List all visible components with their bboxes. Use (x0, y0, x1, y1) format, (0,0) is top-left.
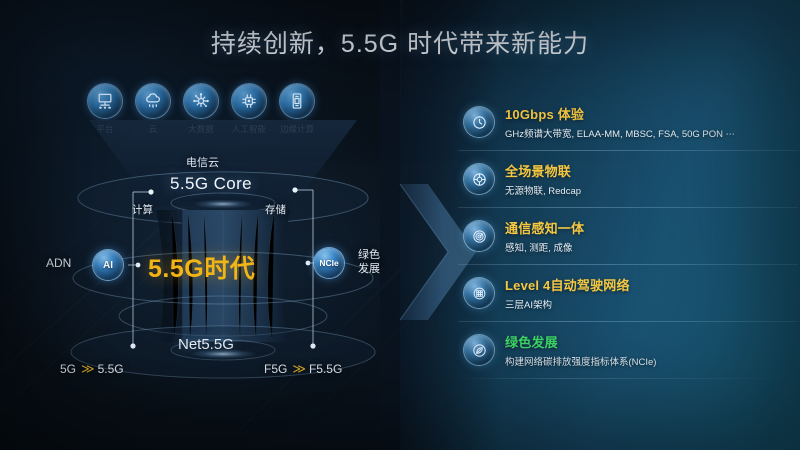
feature-row-green-development[interactable]: 绿色发展 构建网络碳排放强度指标体系(NCIe) (458, 321, 798, 379)
chevron-right-icon: ≫ (292, 361, 306, 376)
feature-subtitle: 构建网络碳排放强度指标体系(NCIe) (505, 357, 657, 368)
big-data-network-icon (184, 84, 218, 118)
net-label: Net5.5G (178, 336, 234, 353)
speed-gauge-icon (464, 107, 494, 137)
feature-title: 全场景物联 (505, 164, 572, 179)
adn-label: ADN (46, 256, 72, 270)
transition-arrow-right (399, 183, 476, 321)
sensing-radar-icon (464, 221, 494, 251)
edge-device-icon (280, 84, 314, 118)
ncie-badge[interactable]: NCIe (314, 248, 344, 278)
feature-row-10gbps[interactable]: 10Gbps 体验 GHz频谱大带宽, ELAA-MM, MBSC, FSA, … (458, 94, 798, 151)
evolution-f5g-to-f55g: F5G ≫ F5.5G (264, 361, 342, 377)
evolution-5g-to-55g: 5G ≫ 5.5G (60, 361, 124, 377)
ai-badge[interactable]: AI (93, 250, 123, 280)
iot-connectivity-icon (464, 164, 494, 194)
green-development-side-label: 绿色 发展 (358, 248, 380, 276)
green-leaf-icon (464, 335, 494, 365)
capability-feature-list: 10Gbps 体验 GHz频谱大带宽, ELAA-MM, MBSC, FSA, … (458, 94, 798, 379)
slide-title: 持续创新，5.5G 时代带来新能力 (210, 30, 590, 58)
architecture-funnel-diagram: 电信云 5.5G Core 计算 存储 5.5G时代 ADN Net5.5G 绿… (38, 92, 408, 390)
feature-text: Level 4自动驾驶网络 三层AI架构 (505, 275, 630, 311)
evolution-to: F5.5G (308, 362, 343, 376)
feature-subtitle: GHz频谱大带宽, ELAA-MM, MBSC, FSA, 50G PON ⋯ (505, 129, 736, 140)
feature-subtitle: 三层AI架构 (505, 300, 552, 311)
green-label-line2: 发展 (358, 263, 380, 275)
feature-title: Level 4自动驾驶网络 (505, 278, 630, 293)
feature-row-sensing[interactable]: 通信感知一体 感知, 测距, 成像 (458, 207, 798, 265)
core-label: 5.5G Core (170, 174, 253, 193)
feature-title: 通信感知一体 (505, 221, 585, 236)
feature-text: 通信感知一体 感知, 测距, 成像 (505, 218, 584, 254)
feature-title: 10Gbps 体验 (505, 107, 585, 122)
chevron-right-icon: ≫ (81, 361, 95, 376)
feature-row-autonomous-network[interactable]: Level 4自动驾驶网络 三层AI架构 (458, 264, 798, 322)
autonomous-network-icon (464, 278, 494, 308)
feature-text: 全场景物联 无源物联, Redcap (505, 161, 581, 197)
green-label-line1: 绿色 (358, 249, 380, 261)
compute-label: 计算 (132, 204, 153, 216)
funnel-geometry (68, 92, 378, 379)
cloud-icon (136, 84, 170, 118)
feature-text: 10Gbps 体验 GHz频谱大带宽, ELAA-MM, MBSC, FSA, … (505, 104, 735, 140)
feature-title: 绿色发展 (505, 335, 558, 350)
platform-monitor-icon (88, 84, 122, 118)
ai-chip-icon (232, 84, 266, 118)
telecom-cloud-label: 电信云 (186, 157, 219, 169)
storage-label: 存储 (265, 204, 286, 216)
feature-row-iot[interactable]: 全场景物联 无源物联, Redcap (458, 150, 798, 208)
feature-text: 绿色发展 构建网络碳排放强度指标体系(NCIe) (505, 332, 656, 368)
evolution-from: 5G (60, 362, 77, 376)
capability-item-cloud[interactable]: 云 (134, 84, 172, 135)
era-headline: 5.5G时代 (148, 255, 256, 283)
evolution-to: 5.5G (97, 362, 124, 376)
feature-subtitle: 感知, 测距, 成像 (505, 243, 573, 254)
feature-subtitle: 无源物联, Redcap (505, 186, 582, 197)
evolution-from: F5G (264, 362, 288, 376)
